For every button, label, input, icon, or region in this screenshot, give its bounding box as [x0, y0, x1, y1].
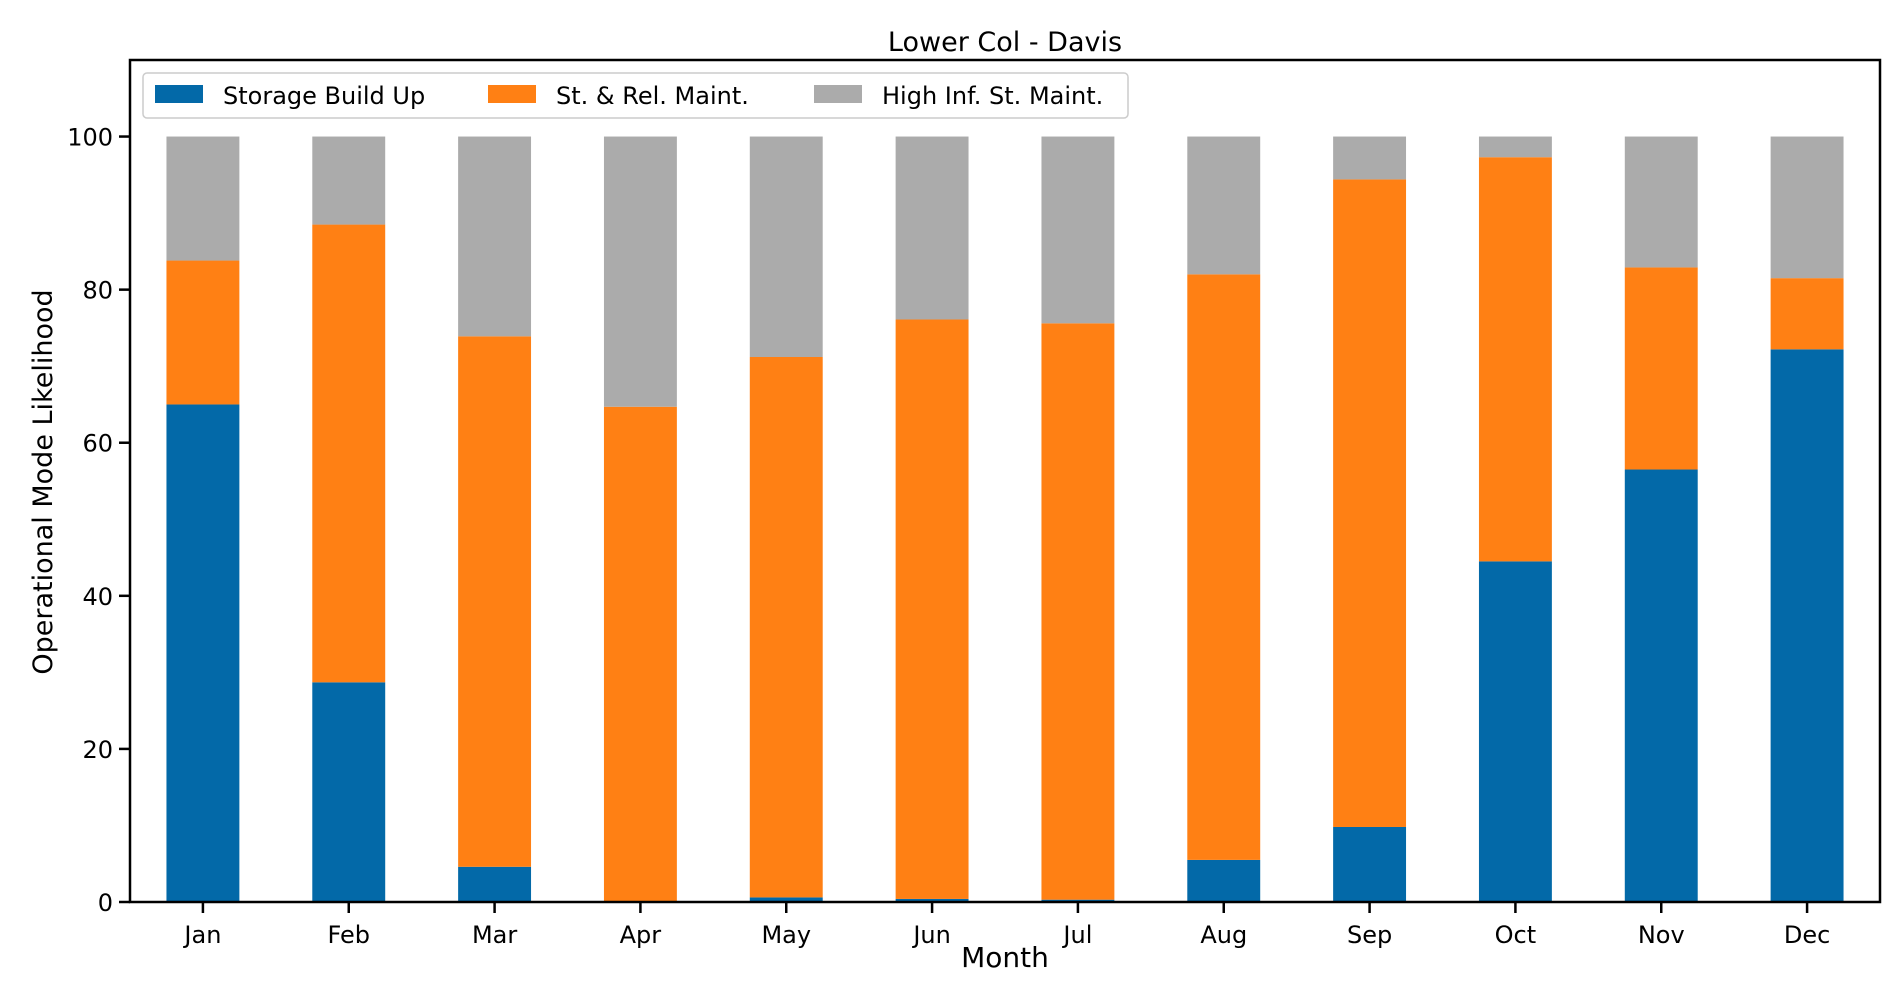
bar-dec-series-3	[1770, 136, 1844, 279]
y-tick-label: 0	[98, 889, 113, 917]
bar-dec-series-2	[1770, 278, 1844, 350]
bar-oct-series-2	[1478, 157, 1552, 562]
bar-feb-series-1	[312, 682, 386, 902]
y-axis-label: Operational Mode Likelihood	[28, 289, 59, 674]
bar-sep-series-2	[1333, 179, 1407, 827]
bar-oct-series-1	[1478, 561, 1552, 902]
bar-sep-series-3	[1333, 136, 1407, 180]
bar-aug-series-3	[1187, 136, 1261, 275]
bar-nov-series-1	[1624, 469, 1698, 902]
x-tick-label: Oct	[1495, 921, 1537, 949]
y-tick-label: 80	[82, 277, 113, 305]
bar-apr-series-2	[603, 406, 677, 902]
bar-jul-series-2	[1041, 323, 1115, 900]
x-tick-label: Feb	[328, 921, 371, 949]
bar-apr-series-3	[603, 136, 677, 407]
bar-mar-series-1	[458, 866, 532, 902]
x-tick-label: Apr	[620, 921, 662, 949]
bar-may-series-3	[749, 136, 823, 357]
bar-sep-series-1	[1333, 826, 1407, 902]
x-tick-label: Sep	[1347, 921, 1392, 949]
bar-feb-series-2	[312, 224, 386, 683]
legend-swatch-series-2	[488, 85, 536, 103]
bar-mar-series-3	[458, 136, 532, 337]
x-tick-label: Jan	[182, 921, 221, 949]
bar-jan-series-3	[166, 136, 240, 261]
legend-box	[142, 72, 1129, 119]
chart-title: Lower Col - Davis	[888, 27, 1122, 58]
legend-label-series-2: St. & Rel. Maint.	[556, 82, 749, 110]
bar-oct-series-3	[1478, 136, 1552, 158]
bar-may-series-1	[749, 897, 823, 902]
y-tick-label: 100	[67, 124, 113, 152]
y-tick-label: 60	[82, 430, 113, 458]
y-tick-label: 20	[82, 736, 113, 764]
bar-nov-series-3	[1624, 136, 1698, 268]
bar-mar-series-2	[458, 336, 532, 867]
bars-layer	[166, 136, 1844, 903]
legend-swatch-series-3	[814, 85, 862, 103]
bar-aug-series-2	[1187, 274, 1261, 860]
bar-feb-series-3	[312, 136, 386, 225]
bar-jan-series-1	[166, 404, 240, 902]
y-tick-label: 40	[82, 583, 113, 611]
bar-jul-series-3	[1041, 136, 1115, 324]
bar-aug-series-1	[1187, 859, 1261, 902]
x-tick-label: Jun	[911, 921, 951, 949]
legend-label-series-1: Storage Build Up	[223, 82, 425, 110]
plot-frame	[128, 58, 1882, 904]
x-tick-label: Nov	[1638, 921, 1685, 949]
bar-jan-series-2	[166, 260, 240, 405]
legend: Storage Build Up St. & Rel. Maint. High In…	[142, 72, 1129, 119]
x-axis-label: Month	[961, 941, 1049, 974]
x-tick-label: Aug	[1200, 921, 1247, 949]
legend-label-series-3: High Inf. St. Maint.	[882, 82, 1103, 110]
bar-dec-series-1	[1770, 349, 1844, 903]
bar-may-series-2	[749, 356, 823, 898]
bar-jun-series-3	[895, 136, 969, 320]
x-tick-label: Dec	[1784, 921, 1830, 949]
legend-swatch-series-1	[155, 85, 203, 103]
axes-layer: 0 20 40 60 80 100 Jan Feb Mar Apr May Jun Jul Aug Sep O…	[67, 58, 1882, 949]
bar-jun-series-2	[895, 319, 969, 899]
bar-nov-series-2	[1624, 267, 1698, 470]
x-tick-label: Jul	[1061, 921, 1092, 949]
bar-jun-series-1	[895, 898, 969, 902]
x-tick-label: May	[761, 921, 811, 949]
x-tick-label: Mar	[472, 921, 517, 949]
